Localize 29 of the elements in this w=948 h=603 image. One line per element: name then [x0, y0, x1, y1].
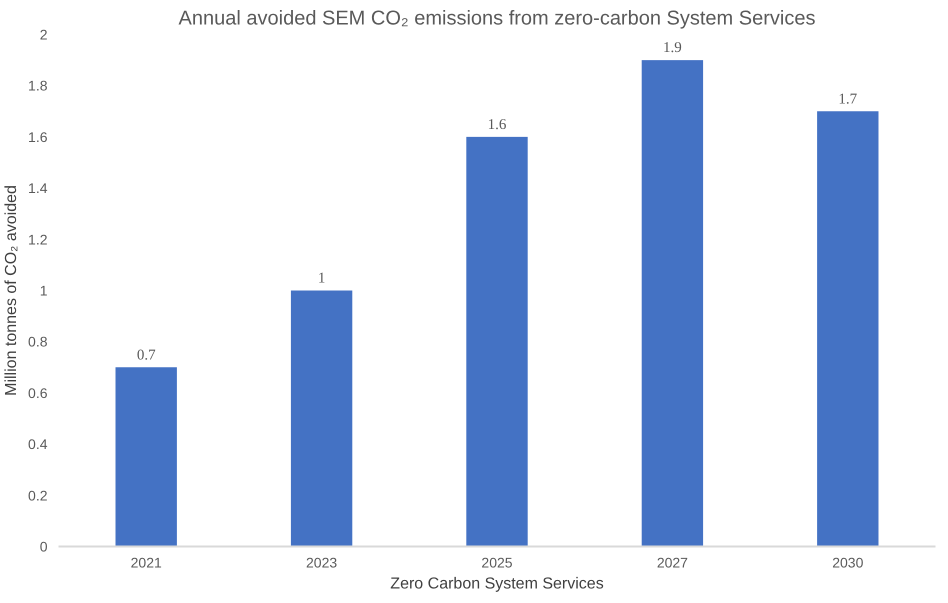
x-tick-label: 2030: [832, 554, 864, 570]
data-label: 1.9: [663, 40, 682, 56]
bar: [466, 136, 528, 546]
data-label: 1.6: [488, 116, 507, 133]
data-label: 0.7: [136, 347, 156, 364]
y-tick-label: 1: [40, 282, 48, 298]
y-tick-label: 0.4: [28, 436, 48, 452]
y-axis-title: Million tonnes of CO₂ avoided: [3, 185, 20, 396]
y-tick-label: 1.2: [28, 231, 48, 248]
y-tick-label: 0.8: [28, 334, 48, 350]
x-axis-title: Zero Carbon System Services: [390, 576, 604, 592]
x-tick-label: 2025: [481, 554, 513, 570]
x-tick-label: 2023: [306, 554, 338, 570]
bar: [116, 367, 177, 546]
y-tick-label: 1.4: [28, 180, 48, 196]
bar: [290, 290, 352, 546]
y-tick-label: 2: [40, 26, 48, 42]
bar: [817, 111, 878, 546]
bar: [642, 60, 704, 546]
y-tick-label: 1.6: [28, 128, 48, 145]
x-tick-label: 2027: [656, 554, 688, 570]
data-label: 1: [318, 270, 326, 286]
y-tick-label: 0.6: [28, 384, 48, 401]
y-tick-label: 1.8: [28, 78, 48, 94]
chart-title: Annual avoided SEM CO₂ emissions from zero-carbon System Services: [178, 8, 816, 30]
x-tick-label: 2021: [130, 554, 162, 570]
y-tick-label: 0.2: [28, 487, 48, 504]
data-label: 1.7: [838, 91, 858, 108]
y-tick-label: 0: [40, 538, 48, 554]
